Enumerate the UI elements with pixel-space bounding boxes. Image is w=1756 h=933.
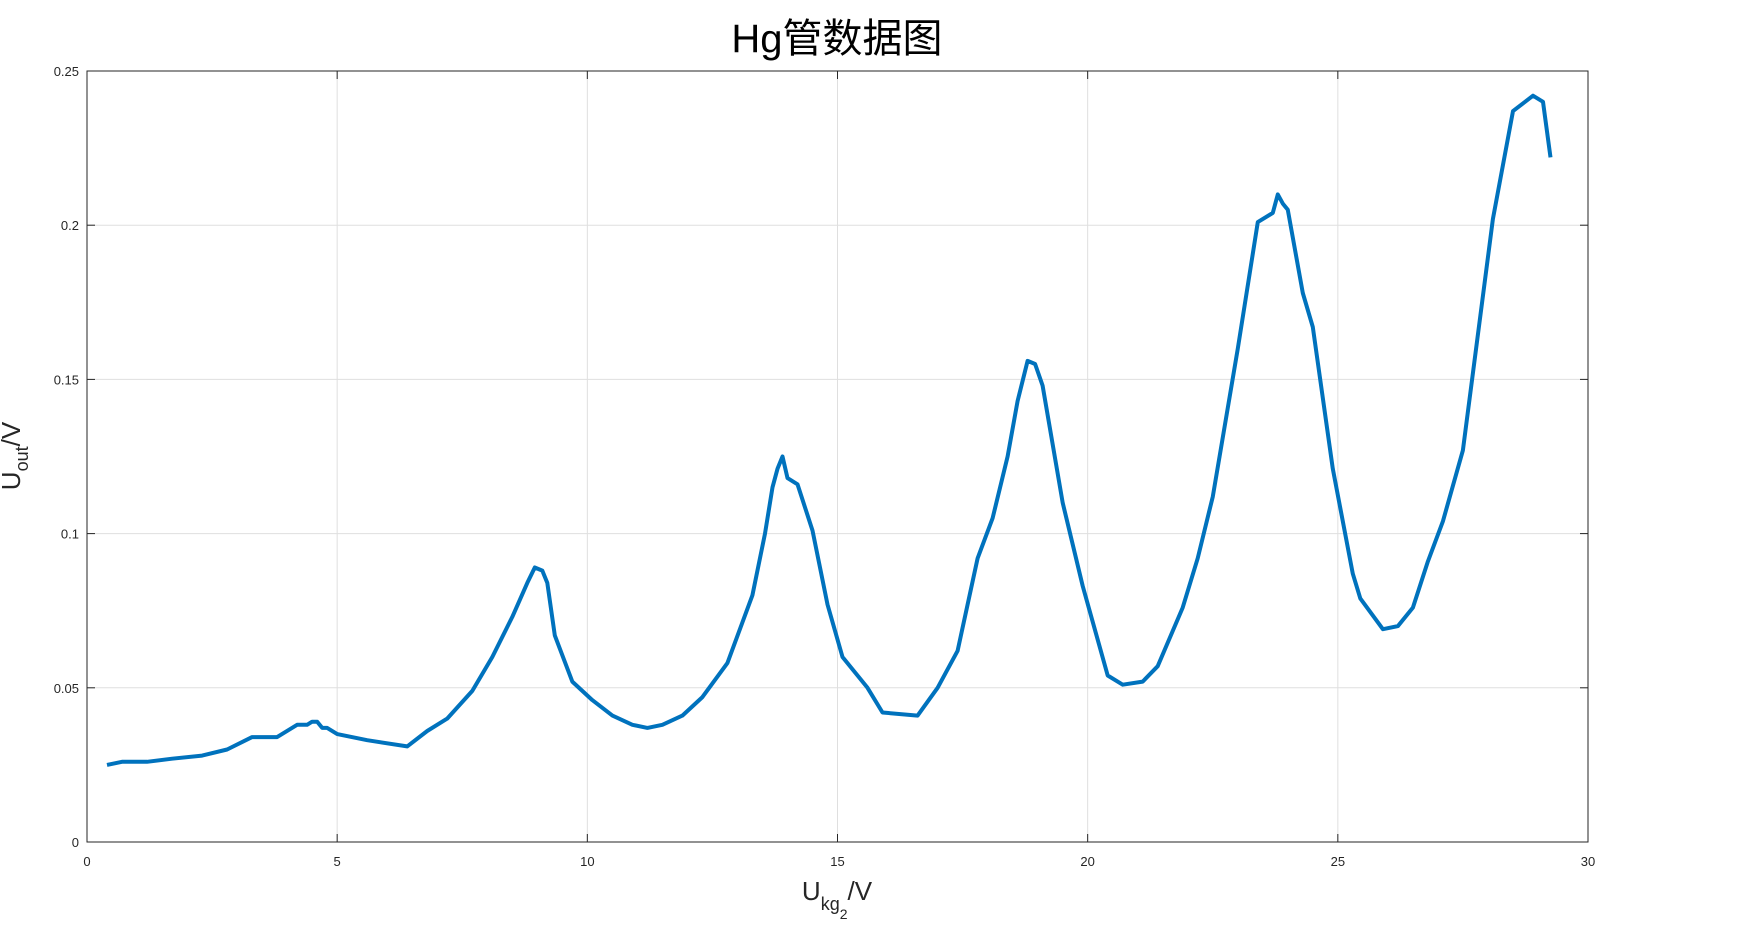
- y-tick-label: 0.25: [54, 64, 79, 79]
- axis-ticks: 0 5 10 15 20 25 30 0 0.05 0.1 0.15 0.2 0.25: [54, 64, 1596, 869]
- x-axis-label-subsub: 2: [840, 906, 848, 922]
- y-tick-label: 0.2: [61, 218, 79, 233]
- y-tick-label: 0.1: [61, 527, 79, 542]
- y-tick-label: 0.05: [54, 681, 79, 696]
- y-tick-label: 0.15: [54, 372, 79, 387]
- x-tick-label: 30: [1581, 854, 1595, 869]
- x-tick-label: 0: [83, 854, 90, 869]
- y-tick-label: 0: [72, 835, 79, 850]
- y-axis-label-sub: out: [12, 446, 32, 471]
- x-tick-label: 25: [1331, 854, 1345, 869]
- x-tick-label: 10: [580, 854, 594, 869]
- x-axis-label: Ukg2/V: [802, 876, 873, 922]
- x-tick-label: 20: [1080, 854, 1094, 869]
- x-axis-label-suffix: /V: [848, 876, 873, 906]
- y-axis-label: Uout/V: [0, 421, 32, 490]
- series-line: [106, 93, 1553, 767]
- x-axis-label-sub: kg: [821, 894, 840, 914]
- series-layer: [106, 93, 1553, 767]
- grid-lines: [87, 71, 1588, 842]
- chart-title: Hg管数据图: [731, 17, 942, 61]
- x-axis-label-main: U: [802, 876, 821, 906]
- x-tick-label: 5: [334, 854, 341, 869]
- y-axis-label-suffix: /V: [0, 421, 26, 446]
- y-axis-label-main: U: [0, 471, 26, 490]
- x-tick-label: 15: [830, 854, 844, 869]
